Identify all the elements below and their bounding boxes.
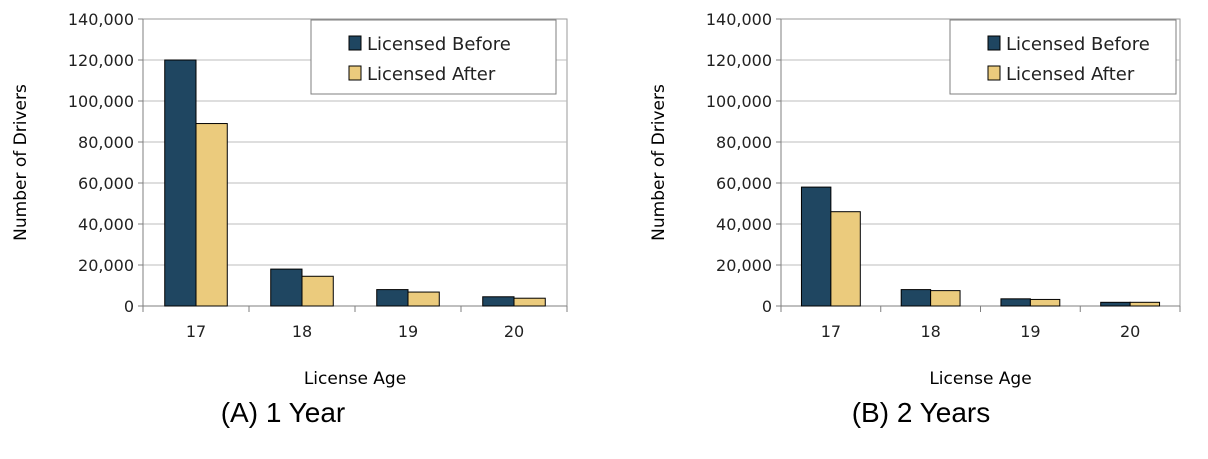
y-tick-label: 80,000 [716,133,772,152]
legend-swatch [348,35,362,51]
x-tick-label: 17 [821,322,841,341]
x-tick-label: 20 [1120,322,1140,341]
legend-swatch [348,65,362,81]
y-tick-label: 40,000 [716,215,772,234]
y-tick-label: 100,000 [68,92,134,111]
bar-licensed-after-17 [195,123,228,307]
legend-box [949,19,1177,95]
bar-licensed-before-18 [270,268,303,307]
y-tick-label: 140,000 [706,10,772,29]
y-tick-label: 80,000 [78,133,134,152]
bar-licensed-before-18 [900,289,932,307]
chart-panel-1: 0 20,000 40,000 60,000 80,000 100,000 120,000 1… [649,10,1181,428]
legend-box [310,19,557,95]
y-tick-label: 120,000 [706,51,772,70]
y-axis-title: Number of Drivers [649,84,669,241]
bar-licensed-before-20 [482,296,515,307]
y-tick-label: 140,000 [68,10,134,29]
x-tick-label: 19 [398,322,418,341]
bar-licensed-before-20 [1100,301,1131,307]
y-tick-label: 40,000 [78,215,134,234]
bar-licensed-after-18 [930,290,961,307]
y-tick-label: 20,000 [716,256,772,275]
y-tick-label: 0 [124,297,134,316]
bar-licensed-before-19 [1000,298,1031,307]
y-tick-label: 120,000 [68,51,134,70]
y-axis-title: Number of Drivers [11,84,31,241]
bar-licensed-before-19 [376,289,409,307]
x-tick-label: 19 [1020,322,1040,341]
bar-licensed-after-19 [1029,298,1061,307]
x-tick-label: 20 [504,322,524,341]
legend: Licensed Before Licensed After [310,19,557,95]
bar-licensed-after-20 [513,297,546,307]
y-tick-label: 0 [762,297,772,316]
legend-label: Licensed After [367,64,496,85]
bar-licensed-after-18 [301,275,334,307]
legend-swatch [987,65,1001,81]
x-axis-title: License Age [304,369,406,389]
bar-licensed-before-17 [164,59,197,307]
legend-label: Licensed After [1006,64,1135,85]
bar-licensed-before-17 [800,186,832,307]
bar-licensed-after-17 [830,211,861,307]
bar-licensed-after-20 [1129,301,1161,307]
legend-swatch [987,35,1001,51]
legend: Licensed Before Licensed After [949,19,1177,95]
y-tick-label: 60,000 [716,174,772,193]
chart-panel-0: 0 20,000 40,000 60,000 80,000 100,000 120,000 1… [11,10,568,428]
legend-label: Licensed Before [1006,34,1150,55]
legend-label: Licensed Before [367,34,511,55]
y-tick-label: 100,000 [706,92,772,111]
x-tick-label: 18 [920,322,940,341]
y-tick-label: 20,000 [78,256,134,275]
y-tick-label: 60,000 [78,174,134,193]
x-axis-title: License Age [929,369,1031,389]
x-tick-label: 18 [292,322,312,341]
panel-caption: (B) 2 Years [852,397,991,428]
bar-licensed-after-19 [407,291,440,307]
x-tick-label: 17 [186,322,206,341]
panel-caption: (A) 1 Year [221,397,346,428]
